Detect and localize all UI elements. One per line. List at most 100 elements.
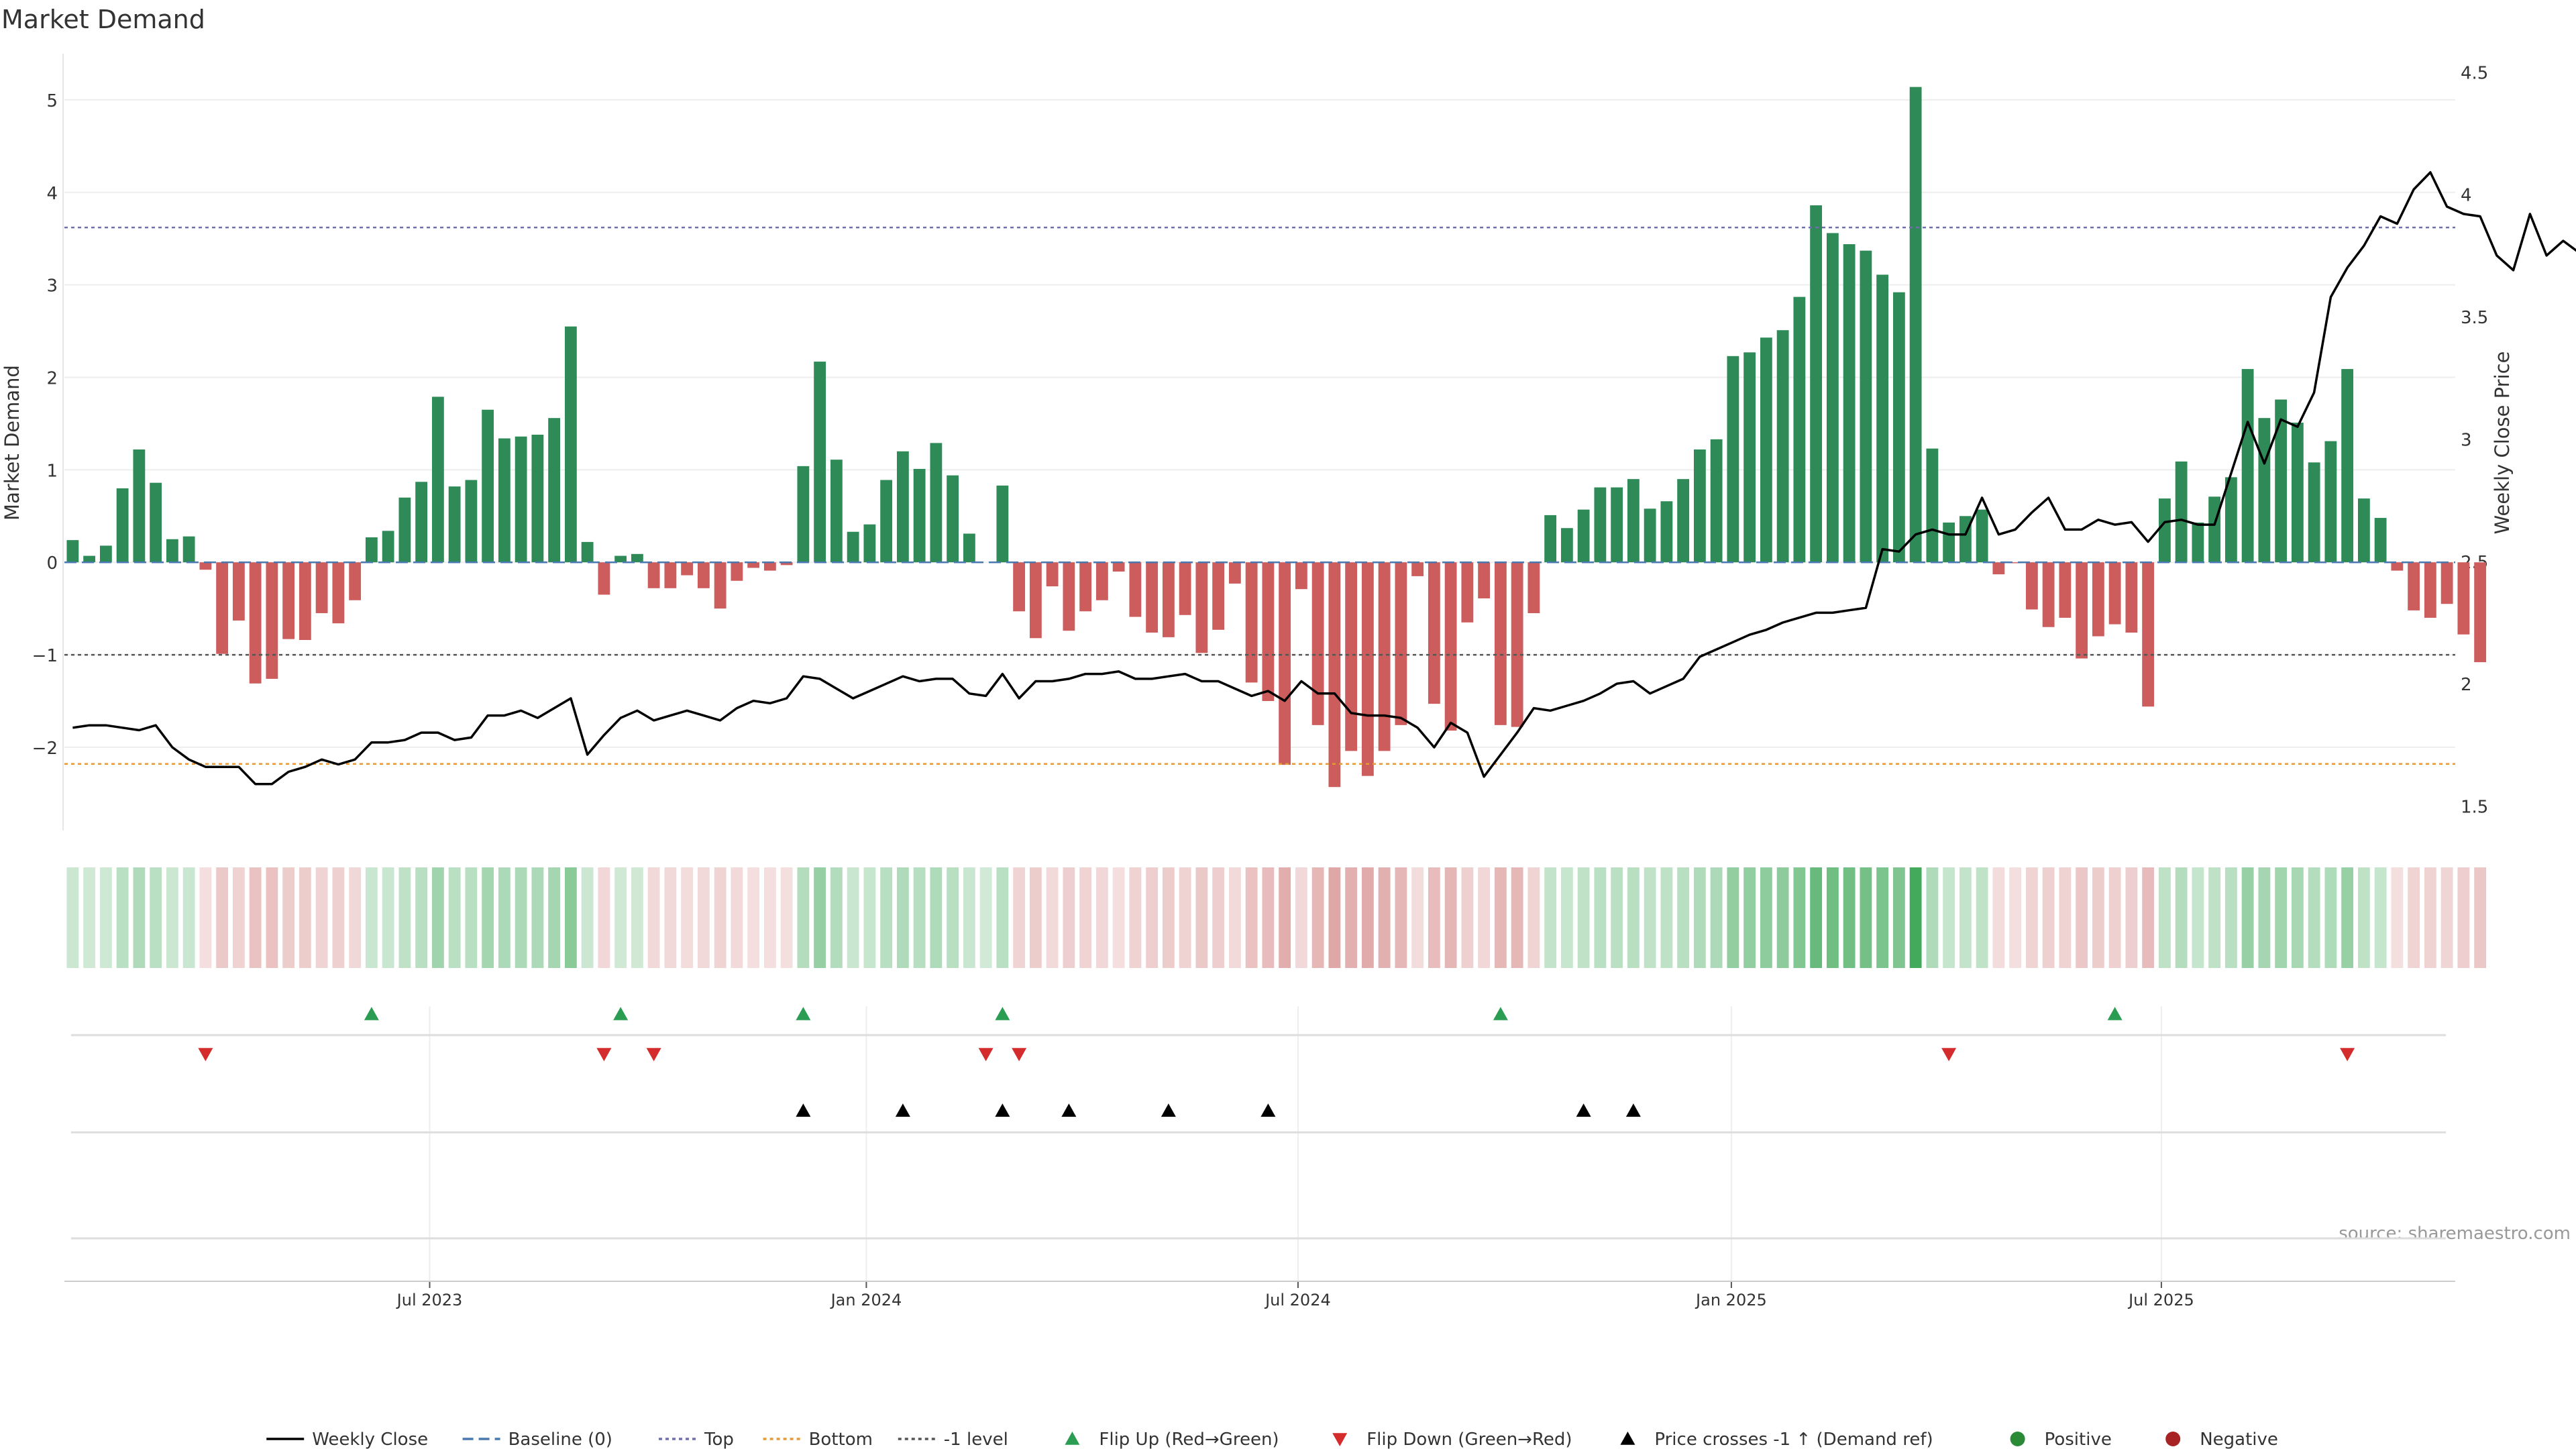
band-cell	[266, 867, 278, 968]
demand-band-strip	[66, 867, 2487, 968]
demand-bar-positive	[365, 537, 378, 563]
price-cross-marker	[1061, 1104, 1077, 1117]
y2-tick-label: 3	[2461, 430, 2472, 450]
demand-bar-positive	[548, 418, 561, 563]
price-cross-marker	[1161, 1104, 1176, 1117]
flip-up-marker	[613, 1007, 629, 1020]
demand-bar-positive	[913, 468, 926, 563]
x-tick-label: Jul 2024	[1264, 1291, 1331, 1309]
demand-bar-negative	[2391, 562, 2404, 571]
demand-bar-positive	[1611, 487, 1623, 563]
band-cell	[1013, 867, 1026, 968]
band-cell	[930, 867, 943, 968]
demand-bar-positive	[2241, 369, 2254, 563]
band-cell	[1345, 867, 1358, 968]
band-cell	[2408, 867, 2420, 968]
band-cell	[2009, 867, 2022, 968]
band-cell	[880, 867, 893, 968]
flip-down-marker	[646, 1048, 661, 1061]
demand-bar-negative	[780, 562, 793, 566]
demand-bar-positive	[863, 524, 876, 563]
demand-bar-negative	[1444, 562, 1457, 731]
band-cell	[913, 867, 926, 968]
demand-bar-negative	[1112, 562, 1125, 572]
demand-bar-positive	[2208, 496, 2221, 563]
demand-bar-positive	[1776, 330, 1789, 563]
demand-bar-positive	[1727, 356, 1739, 563]
demand-bar-positive	[448, 486, 461, 563]
demand-bar-negative	[2424, 562, 2436, 618]
band-cell	[431, 867, 444, 968]
demand-bar-negative	[1179, 562, 1191, 615]
legend-label: Positive	[2045, 1430, 2112, 1449]
price-cross-marker	[895, 1104, 910, 1117]
demand-bar-negative	[2440, 562, 2453, 604]
demand-bar-positive	[2357, 498, 2370, 563]
demand-bar-positive	[1760, 337, 1772, 563]
demand-bar-negative	[2457, 562, 2470, 635]
band-cell	[282, 867, 295, 968]
demand-bar-positive	[515, 436, 527, 563]
band-cell	[2142, 867, 2155, 968]
band-cell	[814, 867, 826, 968]
band-cell	[763, 867, 776, 968]
flip-down-marker	[978, 1048, 994, 1061]
band-cell	[1212, 867, 1225, 968]
price-cross-marker	[995, 1104, 1010, 1117]
band-cell	[382, 867, 394, 968]
band-cell	[448, 867, 461, 968]
band-cell	[1776, 867, 1789, 968]
band-cell	[1461, 867, 1474, 968]
demand-bar-negative	[1013, 562, 1026, 612]
demand-bar-negative	[1063, 562, 1075, 631]
demand-bar-positive	[465, 480, 478, 563]
band-cell	[1478, 867, 1491, 968]
band-cell	[1959, 867, 1972, 968]
demand-bar-negative	[2408, 562, 2420, 610]
demand-bar-negative	[763, 562, 776, 571]
band-cell	[365, 867, 378, 968]
band-cell	[1611, 867, 1623, 968]
band-cell	[1943, 867, 1955, 968]
y-tick-label: 3	[46, 276, 58, 297]
y-tick-label: −1	[32, 646, 58, 666]
demand-bar-negative	[1992, 562, 2005, 575]
demand-bar-positive	[2324, 441, 2337, 563]
demand-bar-negative	[1162, 562, 1175, 637]
demand-bar-positive	[581, 541, 594, 563]
band-cell	[1727, 867, 1739, 968]
band-cell	[2258, 867, 2271, 968]
band-cell	[747, 867, 760, 968]
x-tick-label: Jul 2025	[2127, 1291, 2194, 1309]
band-cell	[2374, 867, 2387, 968]
band-cell	[631, 867, 643, 968]
y-tick-label: 4	[46, 184, 58, 204]
demand-bar-positive	[880, 480, 893, 563]
demand-bar-positive	[1660, 501, 1673, 563]
demand-bar-positive	[2308, 462, 2320, 563]
band-cell	[1361, 867, 1374, 968]
demand-bar-negative	[2142, 562, 2155, 707]
band-cell	[681, 867, 694, 968]
flip-up-marker	[796, 1007, 811, 1020]
demand-bar-positive	[482, 409, 494, 563]
demand-bar-negative	[216, 562, 229, 654]
demand-bar-positive	[1594, 487, 1607, 563]
band-cell	[465, 867, 478, 968]
band-cell	[2424, 867, 2436, 968]
band-cell	[664, 867, 677, 968]
band-cell	[1760, 867, 1772, 968]
band-cell	[1876, 867, 1889, 968]
y2-tick-label: 4.5	[2461, 63, 2488, 83]
band-cell	[1527, 867, 1540, 968]
band-cell	[133, 867, 146, 968]
demand-bar-negative	[2042, 562, 2055, 627]
demand-bar-positive	[2258, 418, 2271, 563]
band-cell	[531, 867, 544, 968]
band-cell	[2025, 867, 2038, 968]
demand-bar-negative	[266, 562, 278, 679]
flip-up-marker	[995, 1007, 1010, 1020]
demand-bar-positive	[1860, 250, 1872, 563]
band-cell	[1444, 867, 1457, 968]
